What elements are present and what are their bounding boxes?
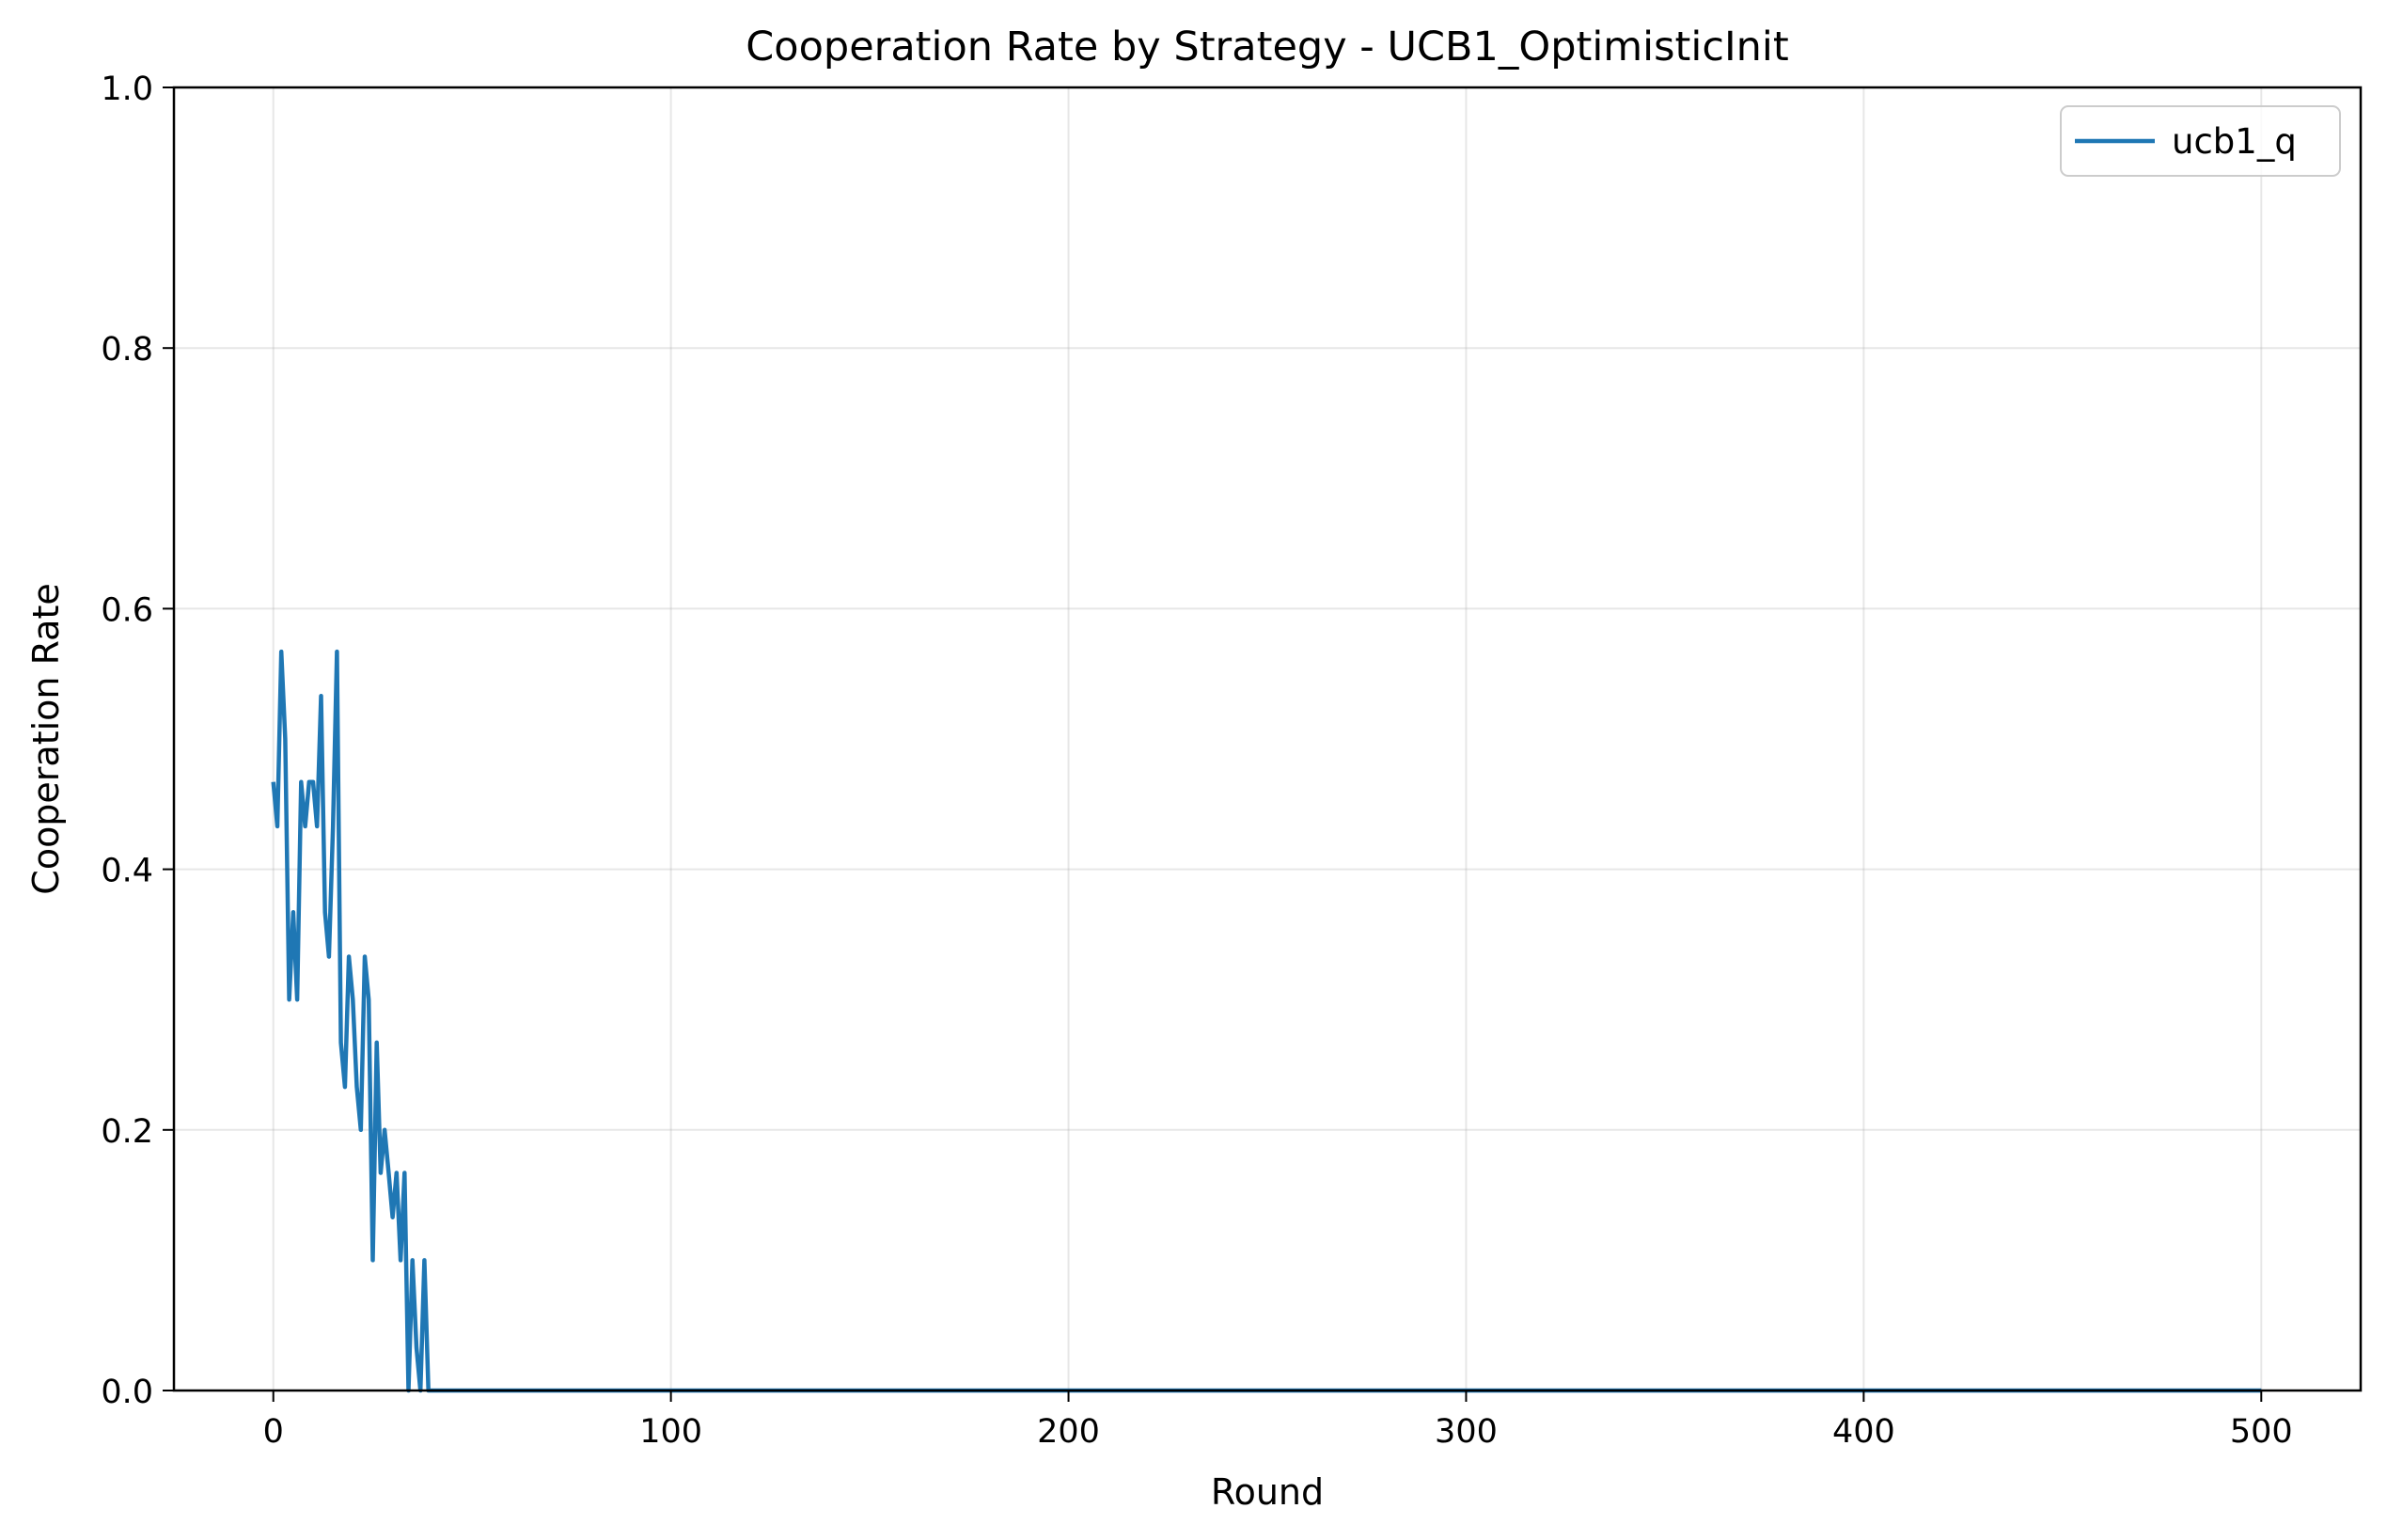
x-tick-label: 400	[1832, 1413, 1895, 1451]
legend: ucb1_q	[2060, 105, 2341, 177]
x-tick-label: 200	[1037, 1413, 1100, 1451]
axis-ticks: 0 100 200 300 400 500 0.0 0.2 0.4 0.6 0.8 1.0	[101, 71, 2292, 1451]
y-axis-label: Cooperation Rate	[25, 583, 67, 894]
x-axis-label: Round	[1211, 1471, 1324, 1513]
y-tick-label: 1.0	[101, 71, 153, 108]
legend-box	[2060, 105, 2341, 177]
y-tick-label: 0.6	[101, 591, 153, 629]
x-tick-label: 500	[2230, 1413, 2293, 1451]
chart-title: Cooperation Rate by Strategy - UCB1_Opti…	[746, 24, 1788, 71]
y-tick-label: 0.8	[101, 331, 153, 369]
legend-label-ucb1-q: ucb1_q	[2172, 121, 2297, 162]
y-tick-label: 0.2	[101, 1113, 153, 1151]
x-tick-label: 100	[639, 1413, 702, 1451]
y-tick-label: 0.4	[101, 853, 153, 890]
x-tick-label: 0	[263, 1413, 284, 1451]
y-tick-label: 0.0	[101, 1374, 153, 1411]
x-tick-label: 300	[1435, 1413, 1498, 1451]
axes-frame	[172, 86, 2363, 1392]
